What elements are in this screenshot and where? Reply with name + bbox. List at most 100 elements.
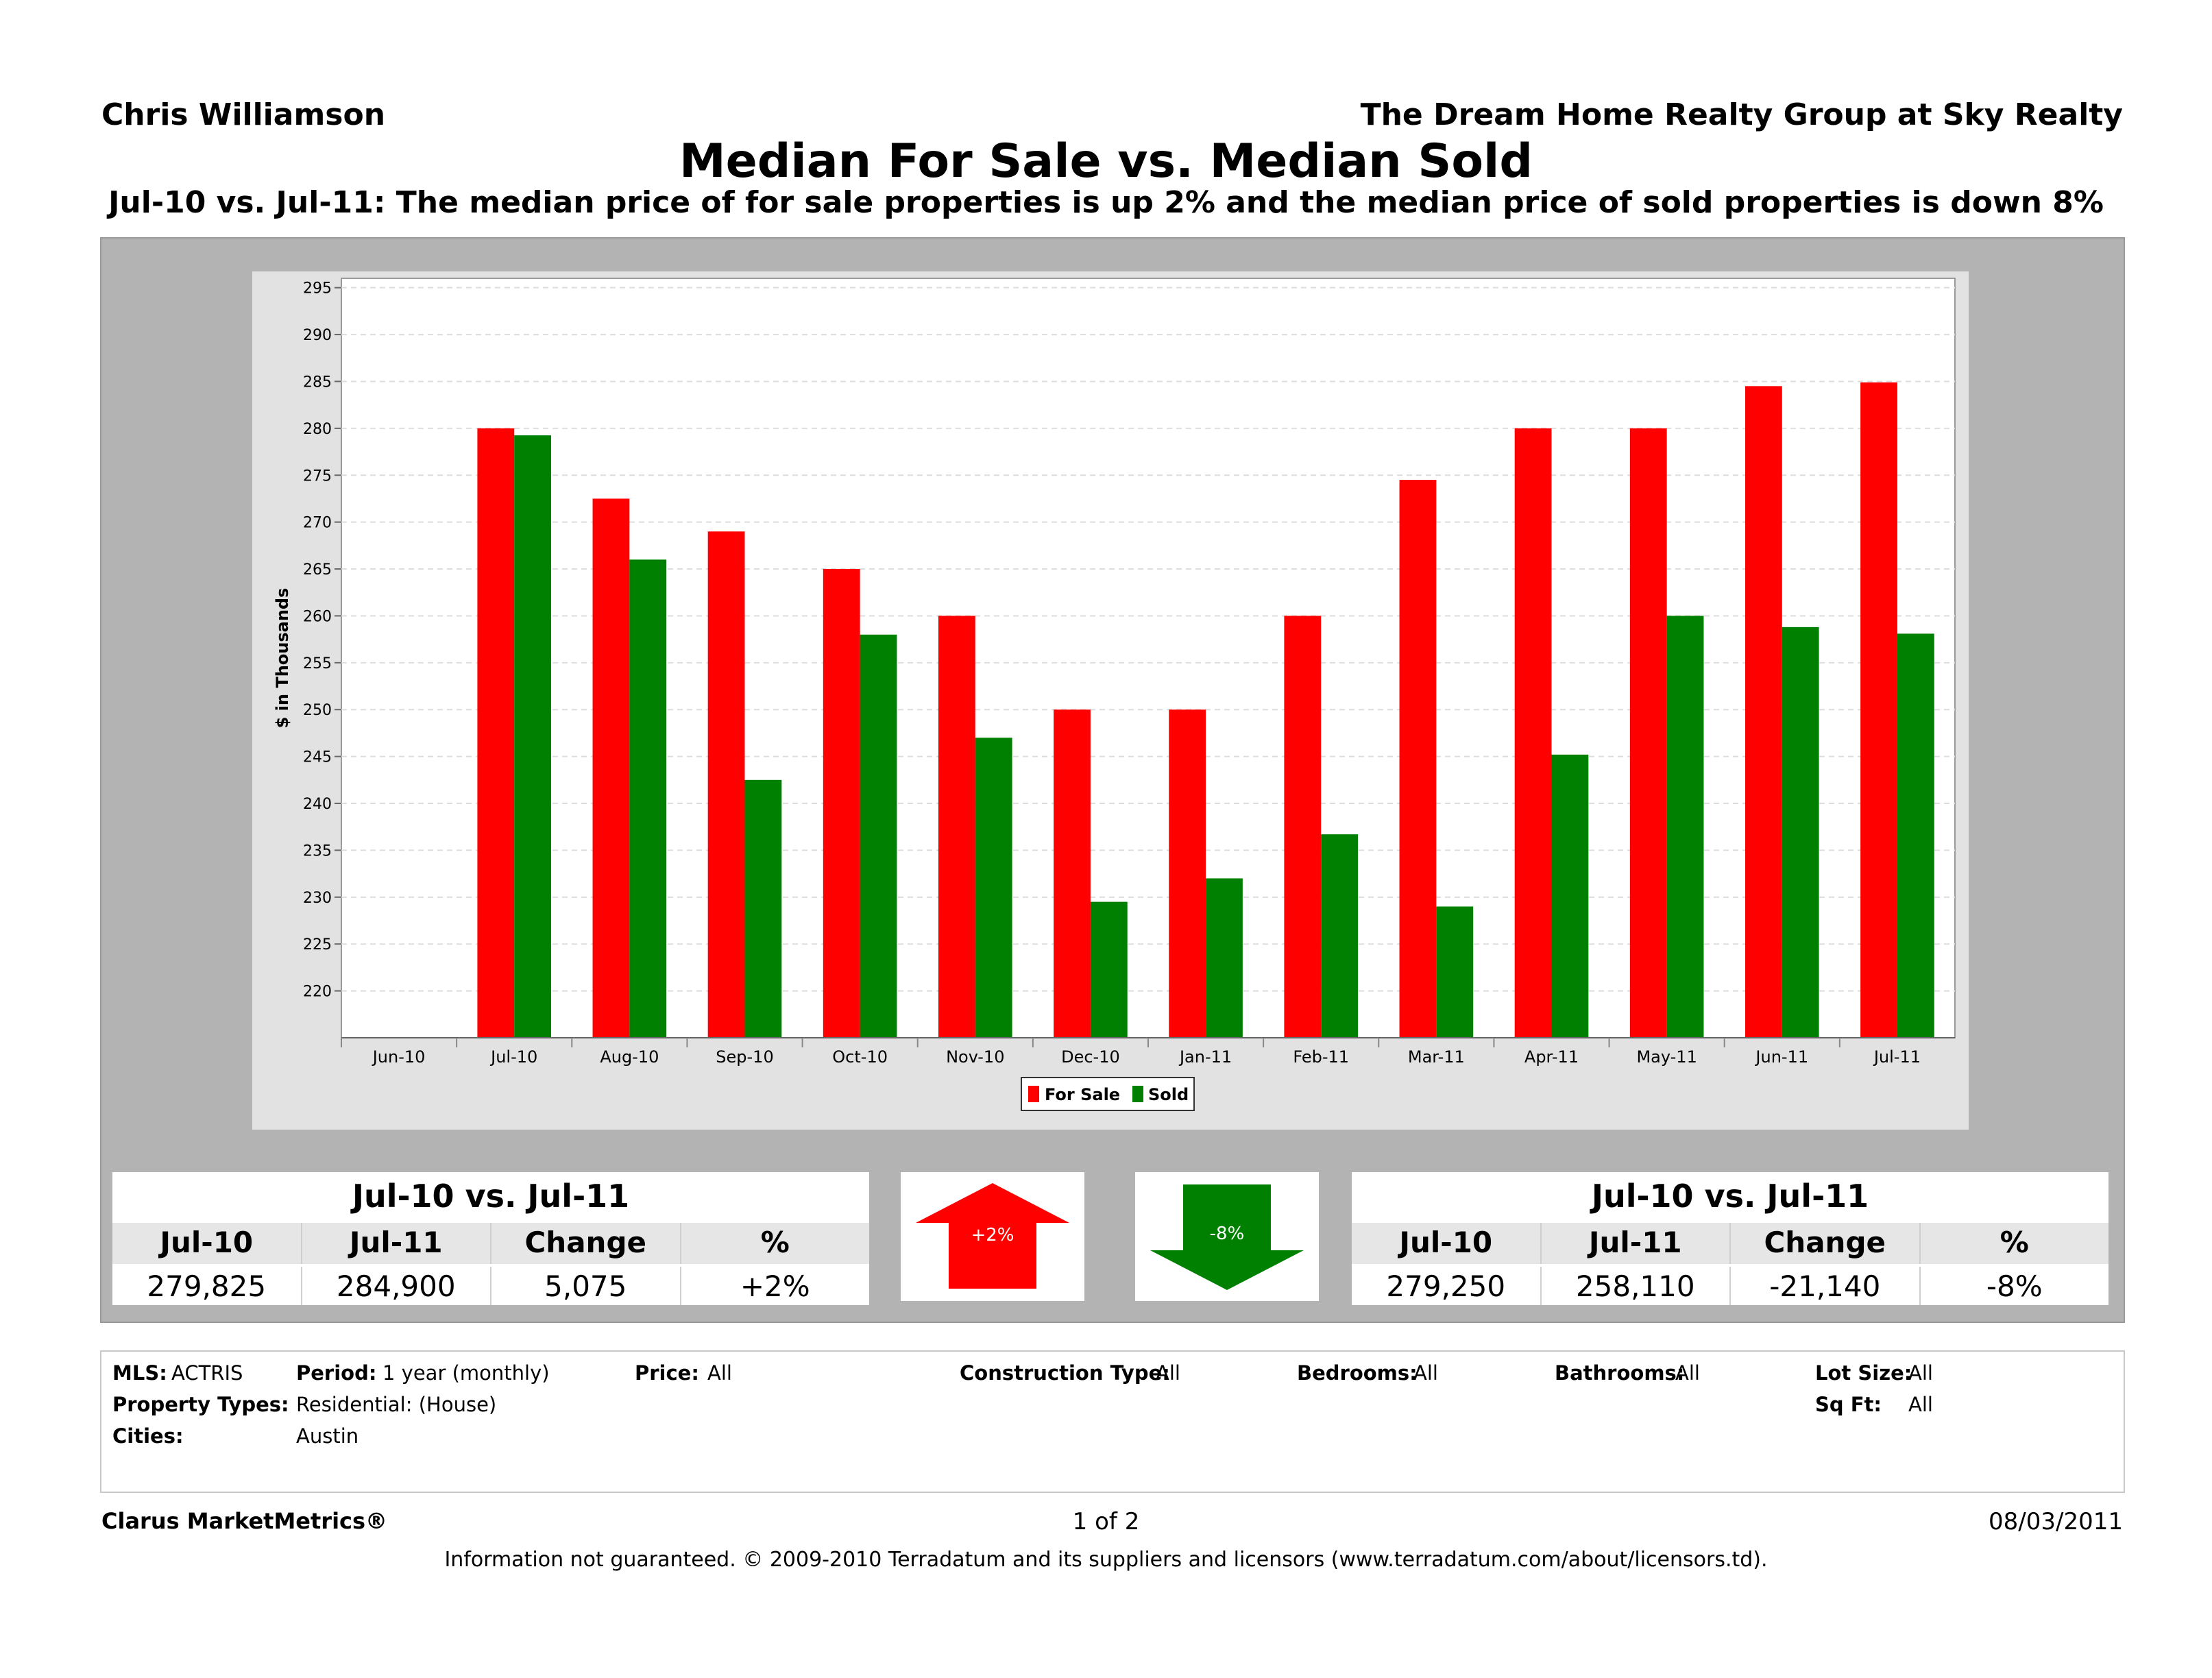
for-sale-summary: Jul-10 vs. Jul-11 Jul-10 Jul-11 Change %…: [112, 1172, 869, 1305]
bar-for-sale-feb-11: [1284, 616, 1322, 1038]
brand-name: Clarus MarketMetrics®: [101, 1508, 388, 1534]
bar-sold-sep-10: [744, 779, 782, 1038]
arrow-down-icon: -8%: [1150, 1184, 1304, 1290]
report-subtitle: Jul-10 vs. Jul-11: The median price of f…: [108, 185, 2104, 220]
sold-summary: Jul-10 vs. Jul-11 Jul-10 Jul-11 Change %…: [1352, 1172, 2108, 1305]
x-tick-label: Oct-10: [832, 1047, 888, 1067]
up-arrow-box: +2%: [901, 1172, 1084, 1301]
disclaimer: Information not guaranteed. © 2009-2010 …: [444, 1548, 1768, 1572]
sold-label-percent: %: [2000, 1226, 2029, 1259]
price-value: All: [707, 1361, 732, 1385]
property-types-value: Residential: (House): [296, 1393, 497, 1416]
bar-for-sale-jul-10: [477, 428, 515, 1038]
legend-swatch-for-sale: [1028, 1086, 1039, 1102]
y-tick-label: 245: [303, 749, 332, 766]
bar-sold-dec-10: [1090, 901, 1128, 1038]
bedrooms-label: Bedrooms:: [1297, 1361, 1418, 1385]
bar-sold-may-11: [1666, 616, 1704, 1038]
x-tick-label: Feb-11: [1293, 1047, 1349, 1067]
report-title: Median For Sale vs. Median Sold: [679, 134, 1533, 189]
bar-sold-jul-11: [1897, 633, 1934, 1038]
for-sale-summary-labels: Jul-10 Jul-11 Change %: [112, 1223, 869, 1264]
bar-sold-mar-11: [1436, 906, 1474, 1038]
y-tick-label: 255: [303, 655, 332, 672]
legend-label-for-sale: For Sale: [1045, 1085, 1120, 1104]
x-tick-label: Apr-11: [1524, 1047, 1579, 1067]
y-tick-label: 230: [303, 890, 332, 907]
y-tick-label: 270: [303, 515, 332, 532]
company-name: The Dream Home Realty Group at Sky Realt…: [1360, 97, 2123, 132]
y-tick-label: 250: [303, 702, 332, 719]
x-tick-label: Jun-11: [1754, 1047, 1808, 1067]
bar-sold-jul-10: [514, 435, 552, 1038]
for-sale-summary-values: 279,825 284,900 5,075 +2%: [112, 1267, 869, 1305]
bar-for-sale-jun-11: [1745, 386, 1782, 1038]
x-tick-label: Jul-11: [1873, 1047, 1921, 1067]
bar-sold-jan-11: [1206, 878, 1243, 1038]
chart-area: 220 225 230 235 240 245 250 255 260 265 270 275 280 2…: [252, 271, 1969, 1130]
mls-value: ACTRIS: [171, 1361, 243, 1385]
bar-for-sale-oct-10: [823, 569, 860, 1038]
bedrooms-value: All: [1413, 1361, 1438, 1385]
cities-label: Cities:: [112, 1424, 184, 1448]
criteria-box: MLS: ACTRIS Period: 1 year (monthly) Pri…: [100, 1350, 2125, 1493]
chart-legend: For Sale Sold: [1021, 1077, 1195, 1111]
bar-sold-oct-10: [860, 634, 897, 1038]
y-tick-label: 225: [303, 936, 332, 953]
agent-name: Chris Williamson: [101, 97, 386, 132]
sold-value-change: -21,140: [1731, 1267, 1921, 1305]
lot-size-label: Lot Size:: [1815, 1361, 1912, 1385]
y-tick-label: 235: [303, 842, 332, 860]
sold-summary-values: 279,250 258,110 -21,140 -8%: [1352, 1267, 2108, 1305]
bar-sold-apr-11: [1551, 754, 1589, 1038]
bar-for-sale-mar-11: [1399, 480, 1437, 1038]
bar-for-sale-sep-10: [707, 531, 745, 1038]
construction-type-label: Construction Type:: [960, 1361, 1170, 1385]
sold-value-end: 258,110: [1542, 1267, 1731, 1305]
for-sale-label-start: Jul-10: [112, 1223, 302, 1264]
for-sale-value-start: 279,825: [112, 1267, 302, 1305]
for-sale-label-percent: %: [760, 1226, 790, 1259]
bar-for-sale-aug-10: [592, 498, 630, 1038]
cities-value: Austin: [296, 1424, 359, 1448]
sold-label-change: Change: [1731, 1223, 1921, 1264]
x-tick-label: Dec-10: [1061, 1047, 1120, 1067]
for-sale-value-percent: +2%: [740, 1269, 810, 1303]
for-sale-label-change: Change: [491, 1223, 681, 1264]
sold-label-end: Jul-11: [1542, 1223, 1731, 1264]
x-tick-label: Aug-10: [600, 1047, 659, 1067]
lot-size-value: All: [1908, 1361, 1933, 1385]
sqft-label: Sq Ft:: [1815, 1393, 1882, 1416]
bathrooms-label: Bathrooms:: [1555, 1361, 1685, 1385]
for-sale-summary-heading: Jul-10 vs. Jul-11: [352, 1178, 630, 1215]
y-tick-label: 220: [303, 984, 332, 1001]
sold-label-start: Jul-10: [1352, 1223, 1542, 1264]
y-tick-label: 265: [303, 561, 332, 579]
sold-value-start: 279,250: [1352, 1267, 1542, 1305]
arrow-up-icon: +2%: [916, 1183, 1069, 1289]
bar-sold-feb-11: [1321, 834, 1359, 1038]
down-arrow-box: -8%: [1135, 1172, 1319, 1301]
price-label: Price:: [635, 1361, 699, 1385]
for-sale-label-end: Jul-11: [302, 1223, 491, 1264]
report-date: 08/03/2011: [1989, 1508, 2123, 1535]
bar-for-sale-dec-10: [1054, 709, 1091, 1038]
legend-swatch-sold: [1132, 1086, 1143, 1102]
y-tick-label: 260: [303, 608, 332, 625]
sqft-value: All: [1908, 1393, 1933, 1416]
x-tick-label: Mar-11: [1408, 1047, 1465, 1067]
for-sale-value-end: 284,900: [302, 1267, 491, 1305]
y-tick-label: 285: [303, 374, 332, 391]
x-tick-label: Jul-10: [489, 1047, 537, 1067]
up-arrow-label: +2%: [971, 1225, 1014, 1245]
y-tick-label: 290: [303, 327, 332, 344]
period-label: Period:: [296, 1361, 377, 1385]
bar-sold-jun-11: [1782, 627, 1819, 1038]
bar-sold-aug-10: [629, 559, 667, 1038]
bathrooms-value: All: [1675, 1361, 1700, 1385]
for-sale-value-change: 5,075: [491, 1267, 681, 1305]
y-axis-label: $ in Thousands: [273, 588, 292, 729]
bar-for-sale-nov-10: [938, 616, 975, 1038]
sold-summary-heading: Jul-10 vs. Jul-11: [1591, 1178, 1869, 1215]
x-tick-label: Nov-10: [946, 1047, 1004, 1067]
